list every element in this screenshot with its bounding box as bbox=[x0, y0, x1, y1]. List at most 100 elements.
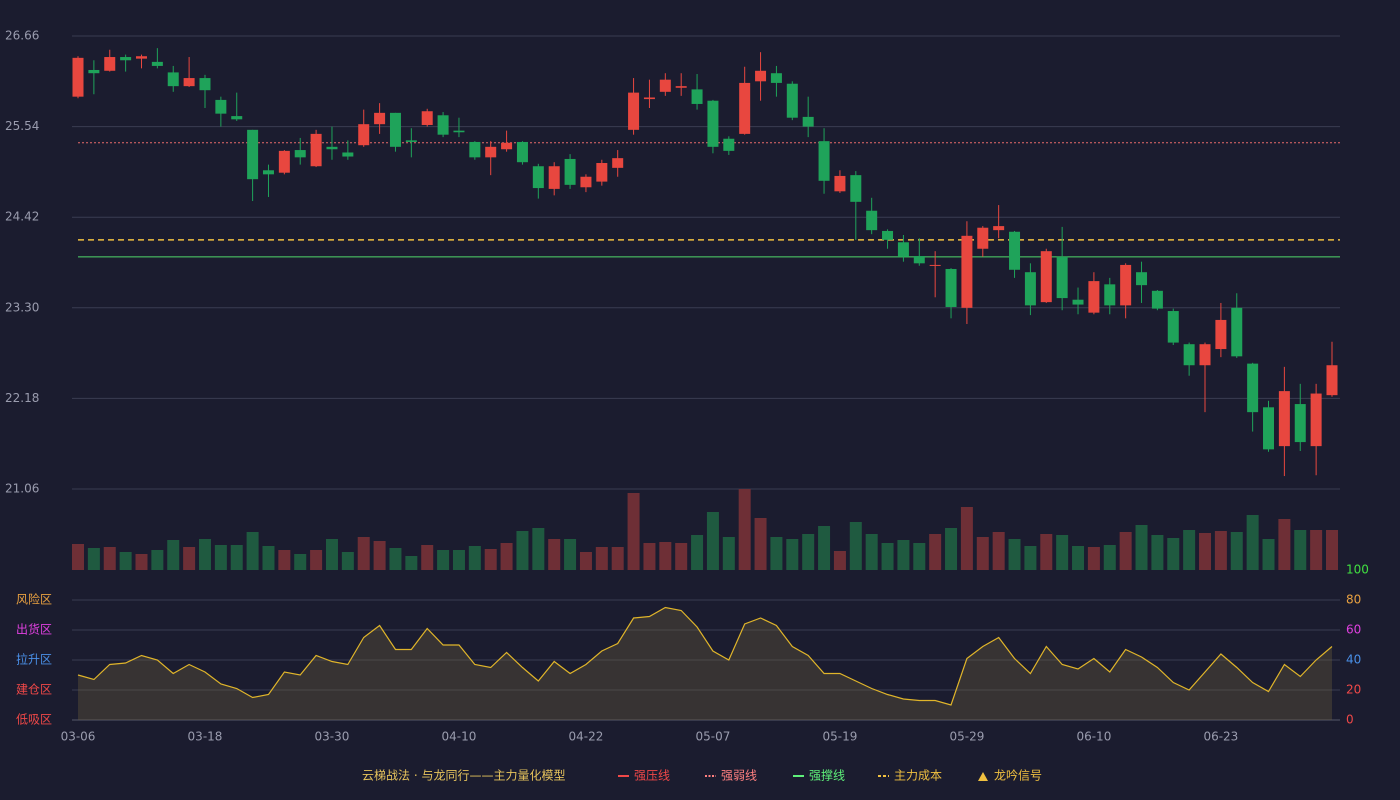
candle-body bbox=[199, 78, 211, 91]
legend-title: 云梯战法 · 与龙同行——主力量化模型 bbox=[362, 769, 565, 783]
x-tick-label: 04-10 bbox=[442, 730, 477, 744]
y2-tick-label: 80 bbox=[1346, 593, 1361, 607]
x-tick-label: 06-10 bbox=[1076, 730, 1111, 744]
y-tick-label: 22.18 bbox=[5, 391, 39, 405]
volume-bar bbox=[1103, 545, 1116, 570]
volume-bar bbox=[135, 554, 148, 570]
volume-bar bbox=[468, 546, 481, 570]
x-tick-label: 05-29 bbox=[949, 730, 984, 744]
volume-bar bbox=[1262, 539, 1275, 570]
y-tick-label: 23.30 bbox=[5, 300, 39, 314]
legend-label: 主力成本 bbox=[894, 769, 942, 783]
volume-bar bbox=[1056, 535, 1069, 570]
volume-bar bbox=[1310, 530, 1323, 570]
oscillator-area bbox=[78, 607, 1332, 720]
volume-bar bbox=[1087, 547, 1100, 570]
volume-bar bbox=[976, 537, 989, 570]
candle-body bbox=[1263, 407, 1275, 450]
candle-body bbox=[453, 130, 465, 133]
volume-bar bbox=[310, 550, 323, 570]
volume-bar bbox=[1246, 515, 1259, 570]
volume-bar bbox=[103, 547, 116, 570]
candle-body bbox=[104, 57, 116, 71]
volume-bar bbox=[945, 528, 958, 570]
y2-tick-label: 60 bbox=[1346, 623, 1361, 637]
candle-body bbox=[739, 82, 751, 134]
zone-label: 风险区 bbox=[16, 592, 52, 607]
volume-bar bbox=[1199, 533, 1212, 570]
volume-bar bbox=[722, 537, 735, 570]
zone-label: 建仓区 bbox=[16, 683, 52, 697]
candle-body bbox=[548, 166, 560, 189]
candle-body bbox=[88, 69, 100, 74]
volume-bar bbox=[1278, 519, 1291, 570]
x-tick-label: 06-23 bbox=[1203, 730, 1238, 744]
volume-bar bbox=[881, 543, 894, 570]
candle-body bbox=[564, 158, 576, 185]
candle-body bbox=[120, 57, 132, 61]
volume-bar bbox=[659, 542, 672, 570]
candle-body bbox=[834, 175, 846, 192]
candle-body bbox=[675, 86, 687, 88]
volume-bar bbox=[484, 549, 497, 570]
candle-body bbox=[945, 268, 957, 307]
volume-bar bbox=[770, 537, 783, 570]
candle-body bbox=[596, 163, 608, 182]
candle-body bbox=[167, 72, 179, 87]
volume-bar bbox=[167, 540, 180, 570]
candle-body bbox=[1136, 272, 1148, 286]
x-tick-label: 03-06 bbox=[61, 730, 96, 744]
candle-body bbox=[1215, 319, 1227, 350]
candle-body bbox=[1294, 404, 1306, 443]
volume-bar bbox=[1294, 530, 1307, 570]
volume-bar bbox=[1326, 530, 1338, 570]
candle-body bbox=[977, 227, 989, 249]
y-tick-label: 25.54 bbox=[5, 119, 39, 133]
volume-bar bbox=[738, 489, 751, 570]
volume-bar bbox=[198, 539, 211, 570]
volume-bar bbox=[1024, 546, 1037, 570]
x-tick-label: 03-18 bbox=[188, 730, 223, 744]
candle-body bbox=[262, 170, 274, 175]
candle-body bbox=[1040, 251, 1052, 303]
candle-body bbox=[691, 89, 703, 104]
candle-body bbox=[580, 176, 592, 188]
candle-body bbox=[437, 115, 449, 135]
candle-body bbox=[818, 141, 830, 181]
candle-body bbox=[310, 133, 322, 167]
candle-body bbox=[913, 256, 925, 264]
volume-bar bbox=[706, 512, 719, 570]
candle-body bbox=[1009, 231, 1021, 270]
volume-bar bbox=[1230, 532, 1243, 570]
candle-body bbox=[469, 141, 481, 158]
volume-bar bbox=[992, 532, 1005, 570]
volume-bar bbox=[548, 539, 561, 570]
oscillator-line bbox=[77, 606, 1333, 706]
volume-bar bbox=[929, 534, 942, 570]
volume-bar bbox=[325, 539, 338, 570]
candle-body bbox=[1199, 344, 1211, 366]
zone-label: 拉升区 bbox=[16, 652, 52, 667]
volume-bar bbox=[183, 547, 196, 570]
volume-bar bbox=[960, 507, 973, 570]
volume-bar bbox=[373, 541, 386, 570]
volume-bar bbox=[897, 540, 910, 570]
candle-body bbox=[516, 141, 528, 163]
y2-tick-label: 100 bbox=[1346, 563, 1369, 577]
volume-bar bbox=[579, 552, 592, 570]
volume-bar bbox=[151, 550, 164, 570]
candle-body bbox=[612, 158, 624, 168]
candle-body bbox=[866, 210, 878, 231]
volume-bar bbox=[72, 544, 84, 570]
volume-bar bbox=[119, 552, 132, 570]
candle-body bbox=[358, 124, 370, 146]
volume-bar bbox=[865, 534, 878, 570]
candle-body bbox=[659, 79, 671, 92]
volume-bar bbox=[437, 550, 450, 570]
volume-bar bbox=[643, 543, 656, 570]
candle-body bbox=[723, 138, 735, 151]
legend-label: 强压线 bbox=[634, 769, 670, 783]
candle-body bbox=[1120, 264, 1132, 306]
y2-tick-label: 40 bbox=[1346, 653, 1361, 667]
candle-body bbox=[1088, 281, 1100, 313]
